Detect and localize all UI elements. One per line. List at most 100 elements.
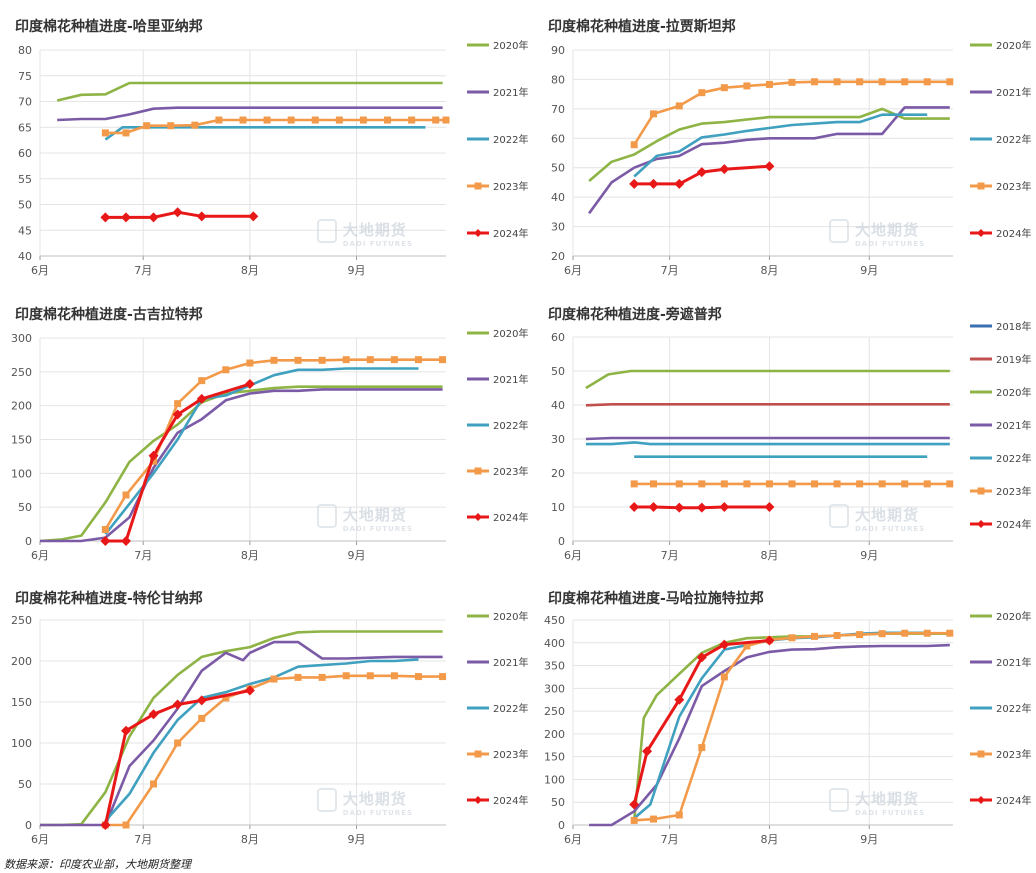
chart-title: 印度棉花种植进度-哈里亚纳邦 (15, 19, 203, 35)
data-point-square (191, 121, 199, 129)
data-point-square (698, 744, 706, 752)
series-line (104, 367, 419, 536)
data-point-diamond (648, 502, 659, 512)
chart-panel-3: 0 50 100 150 200 250 300 6月 7月 8月 9月 2020年 2021年 2022… (11, 327, 528, 562)
legend-item: 2023年 (467, 180, 528, 193)
legend-item: 2022年 (467, 702, 528, 715)
y-tick-label: 40 (551, 191, 565, 204)
y-tick-label: 20 (551, 250, 565, 263)
data-point-square (720, 84, 728, 92)
data-point-square (630, 141, 638, 149)
series-line (104, 358, 443, 531)
data-point-square (675, 480, 683, 488)
x-tick-label: 6月 (31, 833, 49, 846)
chart-panel-4: 0 10 20 30 40 50 60 6月 7月 8月 9月 2018年 2019年 2020年 2021… (551, 320, 1031, 562)
y-tick-label: 400 (544, 637, 565, 650)
data-point-square (650, 815, 658, 823)
data-point-diamond (696, 502, 707, 513)
data-point-square (101, 525, 109, 533)
data-point-diamond (148, 450, 159, 461)
data-point-square (246, 359, 254, 367)
legend-item: 2022年 (467, 133, 528, 146)
data-point-square (901, 480, 909, 488)
series-line (40, 388, 443, 543)
data-point-square (788, 634, 796, 642)
data-point-diamond (764, 502, 775, 512)
legend-marker (977, 750, 985, 758)
data-point-square (630, 816, 638, 824)
data-point-diamond (696, 167, 707, 178)
legend-item: 2021年 (970, 86, 1031, 99)
legend-label: 2023年 (996, 180, 1031, 193)
legend-item: 2022年 (467, 419, 528, 432)
data-point-diamond (648, 178, 659, 189)
data-point-diamond (172, 699, 183, 710)
data-point-square (222, 694, 230, 702)
data-point-diamond (121, 212, 132, 223)
y-tick-label: 30 (551, 221, 565, 234)
y-tick-label: 60 (18, 147, 32, 160)
legend-label: 2021年 (996, 86, 1031, 99)
data-point-square (143, 122, 151, 130)
legend-item: 2024年 (970, 794, 1031, 807)
data-point-square (311, 116, 319, 124)
y-tick-label: 80 (18, 44, 32, 57)
data-point-square (198, 714, 206, 722)
y-tick-label: 50 (18, 778, 32, 791)
data-point-square (294, 673, 302, 681)
x-tick-label: 6月 (564, 264, 582, 277)
series-line (632, 632, 950, 821)
legend-item: 2023年 (970, 485, 1031, 498)
data-point-square (390, 356, 398, 364)
data-point-diamond (121, 536, 132, 546)
x-tick-label: 6月 (564, 833, 582, 846)
legend-label: 2021年 (493, 373, 528, 386)
chart-panel-1: 40 45 50 55 60 65 70 75 80 6月 7月 8月 9月 2020年 2021年 2022… (18, 39, 528, 277)
x-tick-label: 9月 (348, 264, 366, 277)
y-tick-label: 150 (11, 696, 32, 709)
x-tick-label: 8月 (760, 833, 778, 846)
y-tick-label: 250 (11, 614, 32, 627)
data-point-square (167, 122, 175, 130)
legend-label: 2024年 (493, 794, 528, 807)
x-tick-label: 9月 (348, 549, 366, 562)
series-line (633, 631, 928, 820)
data-point-square (675, 811, 683, 819)
data-point-square (788, 480, 796, 488)
x-tick-label: 9月 (860, 833, 878, 846)
data-point-square (856, 631, 864, 639)
y-tick-label: 200 (544, 728, 565, 741)
series-line (585, 369, 950, 390)
legend-label: 2023年 (493, 748, 528, 761)
data-point-diamond (196, 211, 207, 222)
x-tick-label: 7月 (661, 264, 679, 277)
data-point-square (414, 356, 422, 364)
legend-item: 2020年 (970, 610, 1031, 623)
legend-marker (474, 467, 482, 475)
data-point-diamond (629, 799, 640, 810)
legend-label: 2024年 (996, 518, 1031, 531)
chart-title: 印度棉花种植进度-旁遮普邦 (548, 307, 722, 323)
data-point-diamond (629, 502, 640, 512)
series-line (632, 639, 770, 805)
data-point-square (198, 377, 206, 385)
data-point-square (856, 78, 864, 86)
y-tick-label: 0 (558, 819, 565, 832)
series-line (105, 382, 251, 543)
series-line (585, 441, 950, 446)
y-tick-label: 350 (544, 660, 565, 673)
y-tick-label: 50 (551, 796, 565, 809)
legend-item: 2021年 (467, 86, 528, 99)
x-tick-label: 9月 (860, 549, 878, 562)
x-tick-label: 8月 (760, 264, 778, 277)
legend-item: 2020年 (467, 327, 528, 340)
data-point-square (174, 739, 182, 747)
data-point-diamond (719, 639, 730, 650)
y-tick-label: 0 (558, 535, 565, 548)
data-point-square (390, 672, 398, 680)
legend-label: 2023年 (493, 465, 528, 478)
legend-label: 2023年 (493, 180, 528, 193)
y-tick-label: 250 (544, 705, 565, 718)
x-tick-label: 6月 (31, 264, 49, 277)
y-tick-label: 300 (11, 332, 32, 345)
